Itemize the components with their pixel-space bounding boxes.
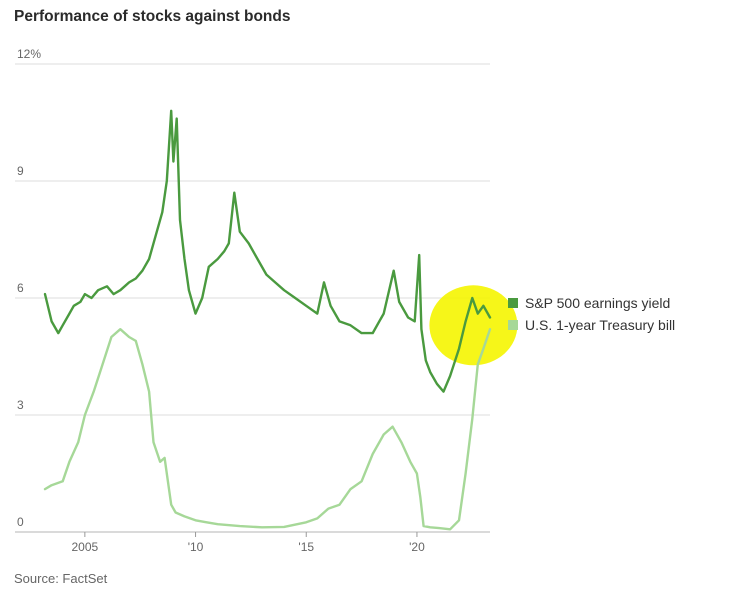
y-tick-label: 6 (17, 281, 24, 295)
chart-title: Performance of stocks against bonds (14, 8, 291, 25)
x-axis-ticks: 2005 '10 '15 '20 (71, 532, 425, 554)
highlight-blob (429, 285, 518, 366)
highlight-region (429, 285, 518, 366)
y-tick-label: 3 (17, 398, 24, 412)
legend-label: U.S. 1-year Treasury bill (525, 317, 675, 333)
series-line-treasury-bill (43, 328, 492, 531)
x-tick-label: '20 (409, 540, 425, 554)
x-tick-label: 2005 (71, 540, 98, 554)
y-tick-label: 9 (17, 164, 24, 178)
legend-swatch (508, 320, 518, 330)
y-axis-ticks: 0 3 6 9 12% (17, 47, 41, 529)
y-tick-label: 12% (17, 47, 41, 61)
x-tick-label: '10 (188, 540, 204, 554)
x-tick-label: '15 (298, 540, 314, 554)
series-line-sp500-earnings-yield (43, 109, 492, 393)
legend-label: S&P 500 earnings yield (525, 295, 670, 311)
series-lines (43, 109, 492, 531)
source-note: Source: FactSet (14, 571, 108, 586)
legend-swatch (508, 298, 518, 308)
legend: S&P 500 earnings yield U.S. 1-year Treasu… (508, 295, 675, 333)
grid-lines (15, 63, 490, 533)
y-tick-label: 0 (17, 515, 24, 529)
